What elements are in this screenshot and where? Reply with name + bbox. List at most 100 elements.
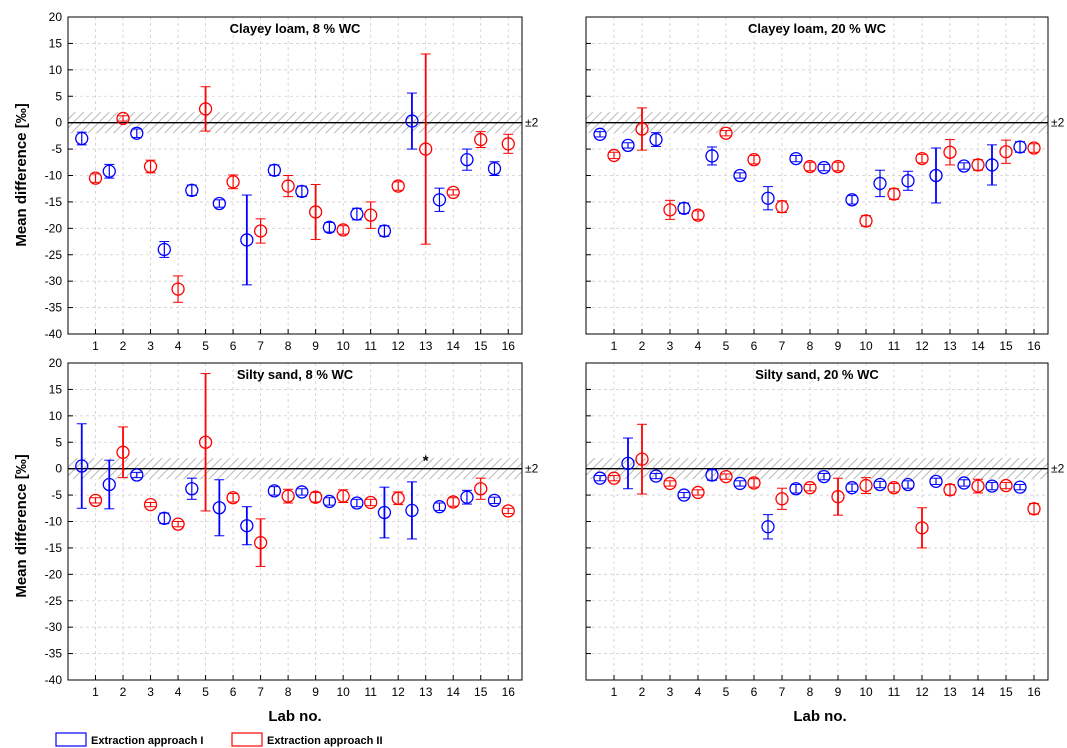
legend-label-approach-1: Extraction approach I [91,735,203,747]
x-tick-label: 14 [447,685,461,699]
data-point [635,452,649,466]
data-point [253,535,268,550]
data-point [432,500,447,514]
y-tick-label: -5 [51,142,62,156]
data-point [322,494,337,509]
x-tick-label: 12 [392,685,406,699]
data-point [281,489,295,503]
data-point [419,142,433,156]
data-point [901,174,915,188]
data-point [859,214,873,228]
data-point [831,490,845,504]
data-point [635,122,649,136]
series-approach-2 [607,423,1041,549]
data-point [157,242,171,257]
x-tick-label: 11 [364,685,377,699]
data-point [171,517,185,531]
panel-title: Clayey loam, 20 % WC [748,21,887,36]
x-tick-label: 11 [888,339,901,353]
band-label: ±2 [525,116,539,130]
x-tick-label: 9 [312,339,319,353]
x-tick-label: 7 [257,339,264,353]
data-point [971,479,985,493]
data-point [1013,140,1027,154]
data-point [929,474,943,488]
x-tick-label: 1 [92,685,99,699]
data-point [102,164,116,178]
y-tick-label: 0 [55,462,62,476]
y-tick-label: -15 [45,195,63,209]
data-point [957,476,971,490]
y-tick-label: 15 [49,382,63,396]
data-point [1027,141,1041,155]
legend-swatch-approach-2 [231,732,263,747]
data-point [350,207,364,221]
data-point [621,138,635,153]
y-tick-label: -35 [45,647,63,661]
data-point [845,481,859,495]
data-point [999,478,1013,493]
data-point [775,200,789,214]
data-point [747,152,761,167]
band-label: ±2 [525,462,539,476]
data-point [915,521,929,535]
x-tick-label: 12 [392,339,406,353]
data-point [621,456,635,471]
data-point [873,477,887,492]
y-tick-label: 20 [49,356,63,370]
x-tick-label: 14 [971,339,985,353]
y-tick-label: 20 [49,10,63,24]
y-tick-label: -30 [45,274,63,288]
x-tick-label: 7 [779,339,786,353]
x-tick-label: 16 [1027,339,1041,353]
data-point [789,482,803,496]
data-point [901,477,915,492]
x-tick-label: 10 [336,339,350,353]
data-point [405,114,419,128]
data-point [831,159,845,174]
x-tick-label: 3 [667,339,674,353]
data-point [719,126,733,140]
series-approach-2 [88,53,515,303]
x-tick-label: 8 [807,339,814,353]
data-point [240,519,254,533]
data-point [705,149,719,163]
data-point [130,126,144,140]
data-point [212,196,226,211]
data-point [295,184,309,199]
x-tick-label: 16 [502,339,516,353]
data-point [1027,502,1041,516]
data-point [130,468,144,482]
x-tick-label: 2 [639,685,646,699]
data-point [253,224,268,238]
data-point [803,159,817,174]
panel-title: Clayey loam, 8 % WC [230,21,361,36]
x-tick-label: 6 [751,339,758,353]
data-point [432,193,447,207]
data-point [501,504,515,518]
x-axis-label-right: Lab no. [793,708,846,725]
panel-annotation: * [423,453,429,470]
x-tick-label: 4 [695,685,702,699]
x-tick-label: 11 [888,685,901,699]
data-point [75,131,89,146]
data-point [322,220,337,234]
x-tick-label: 4 [175,685,182,699]
y-tick-label: -20 [45,221,63,235]
data-point [691,485,705,500]
data-point [691,208,705,222]
y-tick-label: -10 [45,169,63,183]
y-tick-label: -30 [45,620,63,634]
x-tick-label: 3 [147,339,154,353]
data-point [460,152,474,167]
legend-label-approach-2: Extraction approach II [267,735,383,747]
x-tick-label: 13 [943,685,957,699]
data-point [677,201,691,215]
data-point [446,495,460,509]
data-point [501,137,515,151]
data-point [185,482,199,496]
